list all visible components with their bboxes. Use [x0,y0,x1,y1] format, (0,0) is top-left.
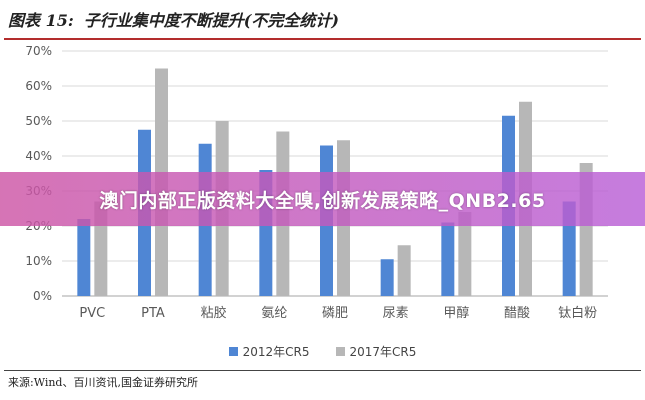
legend-label-2012: 2012年CR5 [242,345,310,359]
bar-2012 [441,222,455,296]
y-tick-label: 10% [25,254,52,268]
x-tick-label: 钛白粉 [558,305,597,321]
chart-title-bar: 图表 15: 子行业集中度不断提升(不完全统计) [0,0,645,38]
y-tick-label: 60% [25,79,52,93]
x-tick-label: PTA [141,306,165,321]
bar-2012 [380,259,394,296]
x-tick-label: 甲醇 [443,305,469,321]
y-tick-label: 70% [25,44,52,58]
chart-legend: 2012年CR5 2017年CR5 [0,343,645,360]
bar-2012 [77,219,91,296]
legend-item-2017: 2017年CR5 [335,343,417,360]
y-tick-label: 40% [25,149,52,163]
y-tick-label: 50% [25,114,52,128]
figure-title: 子行业集中度不断提升(不完全统计) [83,11,339,30]
overlay-banner: 澳门内部正版资料大全嗅,创新发展策略_QNB2.65 [0,172,645,226]
x-tick-label: 粘胶 [201,305,227,321]
figure-number: 图表 15: [8,11,74,30]
legend-label-2017: 2017年CR5 [349,345,417,359]
footer-divider [4,370,641,371]
legend-swatch-2012 [228,347,238,356]
x-tick-label: 磷肥 [322,306,348,321]
legend-item-2012: 2012年CR5 [228,343,310,360]
source-note: 来源:Wind、百川资讯,国金证券研究所 [8,376,198,389]
bar-2017 [397,245,411,296]
title-divider [4,38,641,40]
x-tick-label: 醋酸 [504,305,530,321]
y-tick-label: 0% [33,289,52,303]
x-tick-label: 尿素 [383,306,409,321]
legend-swatch-2017 [335,347,345,356]
x-tick-label: 氨纶 [261,306,287,321]
overlay-banner-text: 澳门内部正版资料大全嗅,创新发展策略_QNB2.65 [99,189,546,212]
x-tick-label: PVC [79,306,105,321]
bar-2017 [458,212,472,296]
